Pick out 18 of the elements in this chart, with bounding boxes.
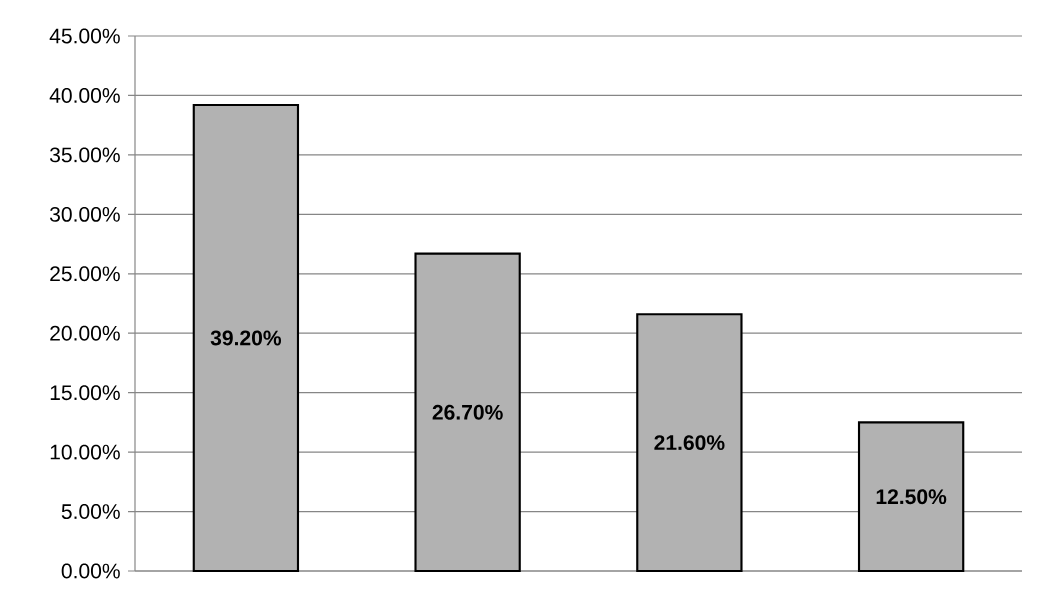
y-tick-label: 45.00% [49, 28, 120, 44]
bar [414, 252, 521, 573]
data-label: 12.50% [876, 489, 947, 505]
y-tick-label: 35.00% [49, 147, 120, 163]
y-tick-label: 5.00% [61, 504, 120, 520]
bar [857, 421, 965, 573]
y-tick-label: 10.00% [50, 444, 120, 460]
data-label: 39.20% [210, 330, 282, 346]
y-tick-label: 25.00% [50, 266, 120, 282]
y-tick-label: 20.00% [50, 325, 120, 341]
y-tick-label: 40.00% [49, 88, 120, 103]
y-tick-label: 0.00% [61, 563, 120, 579]
y-tick-label: 30.00% [49, 206, 120, 222]
bar [636, 313, 743, 573]
data-label: 26.70% [432, 404, 503, 420]
y-tick-label: 15.00% [50, 385, 120, 401]
data-label: 21.60% [654, 435, 725, 451]
bar [192, 103, 300, 573]
